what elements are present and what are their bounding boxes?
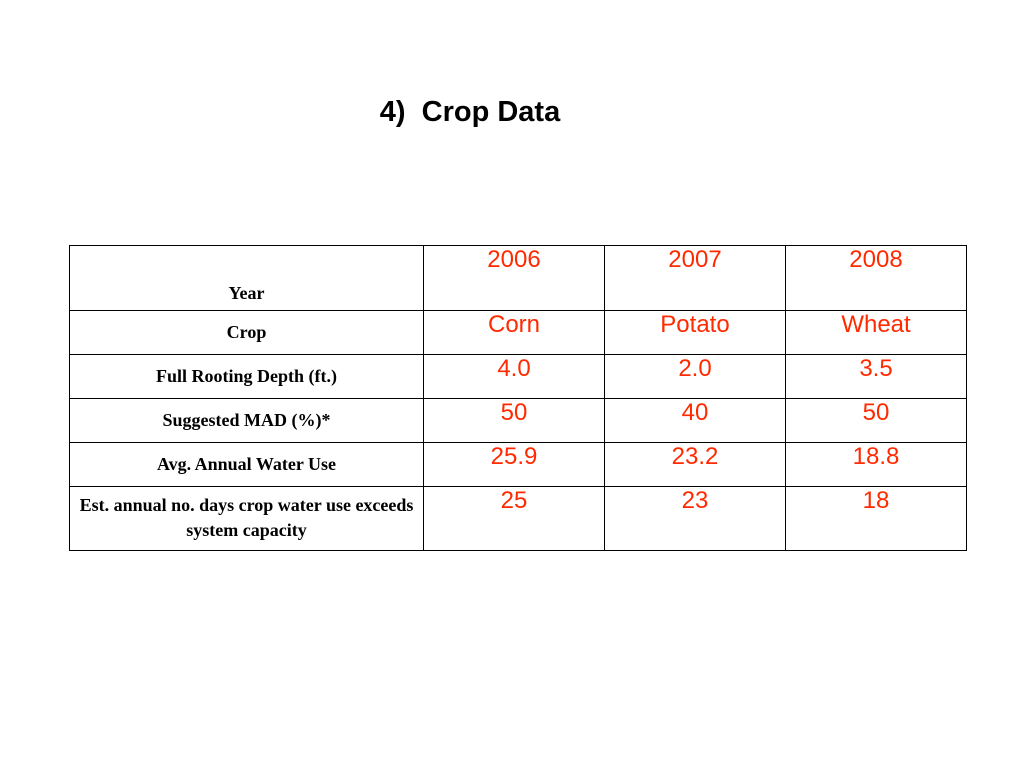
cell-year-2008: 2008 (785, 245, 967, 311)
cell-days-exceeds-2007: 23 (604, 486, 786, 551)
cell-days-exceeds-2006: 25 (423, 486, 605, 551)
row-label-rooting-depth: Full Rooting Depth (ft.) (69, 354, 424, 399)
table-row-year: Year 2006 2007 2008 (69, 245, 967, 311)
table-row-days-exceeds: Est. annual no. days crop water use exce… (69, 486, 967, 551)
cell-mad-2007: 40 (604, 398, 786, 443)
table-row-mad: Suggested MAD (%)* 50 40 50 (69, 398, 967, 443)
cell-rooting-depth-2008: 3.5 (785, 354, 967, 399)
cell-water-use-2007: 23.2 (604, 442, 786, 487)
crop-data-table: Year 2006 2007 2008 Crop Corn Potato Whe… (69, 245, 967, 551)
slide-title: 4) Crop Data (379, 96, 561, 128)
cell-crop-2007: Potato (604, 310, 786, 355)
cell-water-use-2006: 25.9 (423, 442, 605, 487)
cell-crop-2008: Wheat (785, 310, 967, 355)
cell-mad-2006: 50 (423, 398, 605, 443)
cell-rooting-depth-2007: 2.0 (604, 354, 786, 399)
table-row-crop: Crop Corn Potato Wheat (69, 310, 967, 355)
table-row-rooting-depth: Full Rooting Depth (ft.) 4.0 2.0 3.5 (69, 354, 967, 399)
row-label-water-use: Avg. Annual Water Use (69, 442, 424, 487)
cell-year-2006: 2006 (423, 245, 605, 311)
row-label-crop: Crop (69, 310, 424, 355)
cell-days-exceeds-2008: 18 (785, 486, 967, 551)
table-row-water-use: Avg. Annual Water Use 25.9 23.2 18.8 (69, 442, 967, 487)
row-label-year: Year (69, 245, 424, 311)
row-label-days-exceeds: Est. annual no. days crop water use exce… (69, 486, 424, 551)
cell-crop-2006: Corn (423, 310, 605, 355)
cell-water-use-2008: 18.8 (785, 442, 967, 487)
cell-mad-2008: 50 (785, 398, 967, 443)
cell-rooting-depth-2006: 4.0 (423, 354, 605, 399)
cell-year-2007: 2007 (604, 245, 786, 311)
row-label-mad: Suggested MAD (%)* (69, 398, 424, 443)
